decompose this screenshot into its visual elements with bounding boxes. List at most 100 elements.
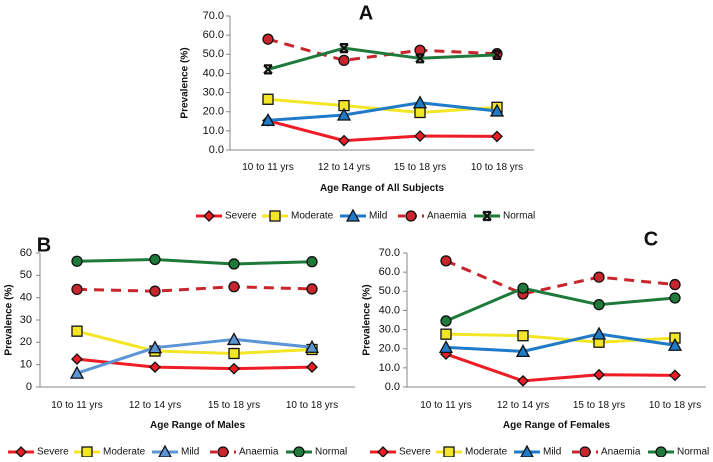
series-moderate: [440, 328, 681, 348]
legend-item-normal: Normal: [474, 211, 535, 222]
x-axis-title: Age Range of Males: [150, 420, 245, 431]
data-point: [669, 369, 681, 382]
legend-item-moderate: Moderate: [436, 446, 508, 458]
series-mild: [69, 332, 320, 379]
data-point: [71, 255, 83, 267]
data-point: [491, 130, 503, 143]
data-point: [71, 353, 83, 366]
series-line: [445, 286, 676, 323]
y-axis-title: Prevalence (%): [4, 284, 15, 355]
data-point: [515, 344, 531, 358]
data-point: [71, 283, 83, 296]
data-point: [414, 130, 426, 142]
legend-label: Normal: [315, 447, 347, 457]
data-point: [228, 258, 240, 270]
y-axis-title: Prevalence (%): [180, 47, 191, 118]
y-tick-label: 40.0: [203, 67, 224, 79]
y-tick-label: 20.0: [203, 106, 224, 118]
legend-marker: [345, 208, 361, 222]
legend: Severe Moderate Mild Anaemia Normal: [8, 444, 347, 458]
x-tick-label: 12 to 14 yrs: [318, 162, 370, 173]
series-severe: [262, 114, 503, 147]
legend-item-anaemia: Anaemia: [210, 446, 279, 458]
y-tick-label: 10.0: [203, 125, 224, 137]
legend-label: Moderate: [291, 211, 334, 222]
legend-item-moderate: Moderate: [262, 210, 334, 222]
data-point: [228, 281, 240, 293]
data-point: [304, 339, 320, 353]
x-tick-label: 15 to 18 yrs: [394, 162, 446, 173]
data-point: [149, 253, 161, 266]
legend-marker: [443, 446, 455, 458]
y-tick-label: 20.0: [379, 343, 400, 355]
legend: Severe Moderate Mild Anaemia Normal: [370, 444, 709, 458]
data-point: [262, 33, 274, 45]
y-tick-label: 60.0: [379, 266, 400, 278]
data-point: [440, 328, 452, 340]
data-point: [69, 365, 85, 379]
y-tick-label: 30: [20, 314, 32, 326]
data-point: [593, 271, 605, 283]
legend-label: Normal: [503, 211, 535, 222]
data-point: [149, 361, 161, 374]
series-severe: [71, 353, 318, 375]
legend-item-severe: Severe: [196, 210, 257, 222]
legend-marker: [293, 446, 305, 458]
x-tick-label: 10 to 11 yrs: [242, 162, 294, 173]
series-mild: [438, 326, 683, 358]
legend-marker: [482, 210, 492, 222]
legend-marker: [405, 210, 417, 222]
legend-item-anaemia: Anaemia: [398, 210, 467, 222]
data-point: [306, 361, 318, 374]
legend-item-severe: Severe: [8, 446, 69, 458]
y-tick-label: 70.0: [379, 247, 400, 259]
data-point: [228, 347, 240, 360]
legend-item-mild: Mild: [340, 208, 387, 222]
series-normal: [71, 253, 318, 270]
data-point: [415, 53, 425, 64]
legend-item-normal: Normal: [286, 446, 347, 458]
data-point: [517, 374, 529, 387]
series-anaemia: [71, 281, 318, 297]
legend-label: Anaemia: [239, 447, 279, 457]
data-point: [593, 368, 605, 381]
data-point: [71, 325, 83, 337]
data-point: [147, 340, 163, 354]
y-tick-label: 10.0: [379, 362, 400, 374]
legend-label: Moderate: [465, 447, 508, 457]
legend-item-mild: Mild: [514, 444, 561, 458]
data-point: [517, 330, 529, 342]
series-line: [76, 257, 313, 266]
data-point: [336, 107, 352, 121]
legend-label: Severe: [399, 447, 431, 457]
y-tick-label: 50.0: [203, 48, 224, 60]
series-line: [267, 101, 498, 122]
data-point: [149, 285, 161, 297]
x-tick-label: 10 to 18 yrs: [471, 162, 523, 173]
legend-label: Severe: [225, 211, 257, 222]
legend-item-anaemia: Anaemia: [572, 446, 641, 458]
legend: Severe Moderate Mild Anaemia Normal: [196, 208, 535, 222]
data-point: [492, 49, 502, 60]
legend-label: Anaemia: [601, 447, 641, 457]
series-line: [267, 37, 498, 62]
series-severe: [440, 348, 681, 387]
series-line: [76, 357, 313, 371]
data-point: [489, 103, 505, 117]
y-tick-label: 20: [20, 336, 32, 348]
x-axis-title: Age Range of All Subjects: [320, 183, 445, 194]
legend-marker: [269, 210, 281, 222]
y-tick-label: 60: [20, 247, 32, 259]
data-point: [226, 332, 242, 346]
legend-label: Mild: [369, 211, 387, 222]
data-point: [440, 315, 452, 327]
data-point: [414, 106, 426, 119]
legend-marker: [579, 446, 591, 458]
panel-label: C: [644, 228, 658, 250]
data-point: [260, 112, 276, 126]
legend-marker: [15, 446, 27, 458]
y-tick-label: 40: [20, 292, 32, 304]
data-point: [338, 54, 350, 67]
x-axis-title: Age Range of Females: [503, 420, 611, 431]
